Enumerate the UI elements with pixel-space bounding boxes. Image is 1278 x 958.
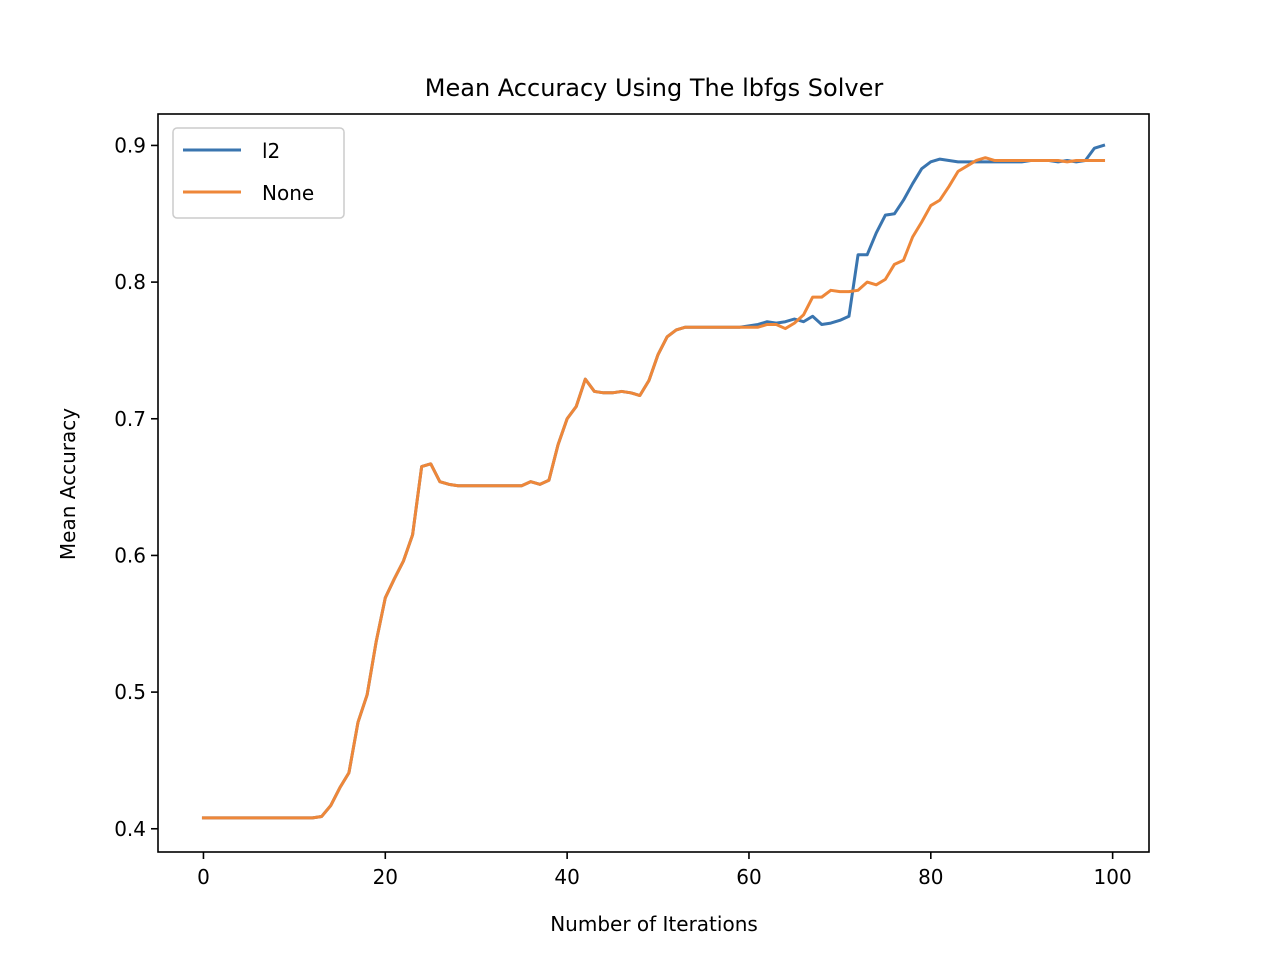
chart-title: Mean Accuracy Using The lbfgs Solver xyxy=(425,74,884,102)
y-tick-label: 0.7 xyxy=(114,407,146,431)
x-tick-label: 0 xyxy=(197,865,210,889)
legend: l2 None xyxy=(172,127,345,219)
x-tick-label: 20 xyxy=(373,865,398,889)
plot-area-frame xyxy=(157,113,1150,853)
x-axis-label: Number of Iterations xyxy=(550,912,758,936)
y-tick-label: 0.9 xyxy=(114,133,146,157)
x-tick-label: 60 xyxy=(736,865,761,889)
x-tick-label: 80 xyxy=(918,865,943,889)
x-axis-ticks: 0 20 40 60 80 100 xyxy=(197,852,1132,889)
x-tick-label: 40 xyxy=(554,865,579,889)
y-axis-label: Mean Accuracy xyxy=(56,408,80,560)
y-tick-label: 0.6 xyxy=(114,543,146,567)
x-tick-label: 100 xyxy=(1094,865,1132,889)
legend-label-none: None xyxy=(262,181,314,205)
legend-box xyxy=(172,127,345,219)
y-axis-ticks: 0.4 0.5 0.6 0.7 0.8 0.9 xyxy=(114,133,158,841)
legend-label-l2: l2 xyxy=(262,139,280,163)
series-lines xyxy=(201,143,1106,820)
series-line-none xyxy=(201,156,1106,820)
y-tick-label: 0.8 xyxy=(114,270,146,294)
y-tick-label: 0.4 xyxy=(114,817,146,841)
y-tick-label: 0.5 xyxy=(114,680,146,704)
